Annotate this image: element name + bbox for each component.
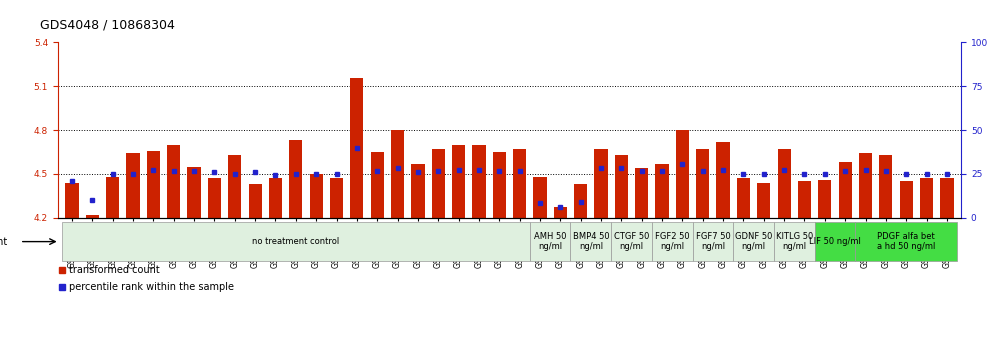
Bar bbox=[310, 174, 323, 218]
Bar bbox=[472, 145, 485, 218]
Bar bbox=[696, 149, 709, 218]
Bar bbox=[167, 145, 180, 218]
Bar bbox=[818, 180, 832, 218]
Bar bbox=[249, 184, 262, 218]
Bar bbox=[187, 167, 201, 218]
Bar bbox=[554, 207, 567, 218]
Bar bbox=[595, 149, 608, 218]
Bar bbox=[635, 168, 648, 218]
Bar bbox=[899, 181, 912, 218]
Bar bbox=[289, 140, 303, 218]
Text: PDGF alfa bet
a hd 50 ng/ml: PDGF alfa bet a hd 50 ng/ml bbox=[877, 232, 935, 251]
Bar bbox=[778, 149, 791, 218]
Text: GDS4048 / 10868304: GDS4048 / 10868304 bbox=[40, 19, 174, 32]
Bar bbox=[351, 78, 364, 218]
Bar bbox=[62, 222, 530, 261]
Bar bbox=[757, 183, 770, 218]
Bar bbox=[574, 184, 588, 218]
Bar bbox=[66, 183, 79, 218]
Bar bbox=[107, 177, 120, 218]
Bar bbox=[228, 155, 241, 218]
Bar bbox=[920, 178, 933, 218]
Bar bbox=[208, 178, 221, 218]
Bar bbox=[879, 155, 892, 218]
Bar bbox=[798, 181, 811, 218]
Bar bbox=[530, 222, 571, 261]
Bar bbox=[839, 162, 852, 218]
Bar bbox=[655, 164, 668, 218]
Bar bbox=[737, 178, 750, 218]
Bar bbox=[126, 154, 139, 218]
Bar bbox=[431, 149, 445, 218]
Bar bbox=[411, 164, 424, 218]
Text: percentile rank within the sample: percentile rank within the sample bbox=[69, 282, 234, 292]
Bar bbox=[86, 215, 99, 218]
Text: LIF 50 ng/ml: LIF 50 ng/ml bbox=[809, 237, 861, 246]
Bar bbox=[716, 142, 730, 218]
Bar bbox=[815, 222, 856, 261]
Bar bbox=[675, 130, 689, 218]
Bar bbox=[391, 130, 404, 218]
Text: FGF2 50
ng/ml: FGF2 50 ng/ml bbox=[655, 232, 689, 251]
Bar bbox=[534, 177, 547, 218]
Bar bbox=[513, 149, 526, 218]
Text: BMP4 50
ng/ml: BMP4 50 ng/ml bbox=[573, 232, 610, 251]
Text: GDNF 50
ng/ml: GDNF 50 ng/ml bbox=[735, 232, 772, 251]
Text: KITLG 50
ng/ml: KITLG 50 ng/ml bbox=[776, 232, 813, 251]
Bar bbox=[940, 178, 953, 218]
Bar bbox=[856, 222, 957, 261]
Text: transformed count: transformed count bbox=[69, 265, 159, 275]
Bar bbox=[859, 154, 872, 218]
Bar bbox=[615, 155, 627, 218]
Bar bbox=[330, 178, 344, 218]
Bar bbox=[571, 222, 612, 261]
Text: FGF7 50
ng/ml: FGF7 50 ng/ml bbox=[695, 232, 730, 251]
Bar bbox=[269, 178, 282, 218]
Bar bbox=[146, 150, 160, 218]
Text: AMH 50
ng/ml: AMH 50 ng/ml bbox=[534, 232, 567, 251]
Bar bbox=[493, 152, 506, 218]
Bar bbox=[651, 222, 692, 261]
Bar bbox=[612, 222, 651, 261]
Text: agent: agent bbox=[0, 236, 8, 247]
Bar bbox=[774, 222, 815, 261]
Bar bbox=[733, 222, 774, 261]
Text: no treatment control: no treatment control bbox=[252, 237, 340, 246]
Text: CTGF 50
ng/ml: CTGF 50 ng/ml bbox=[614, 232, 649, 251]
Bar bbox=[371, 152, 383, 218]
Bar bbox=[692, 222, 733, 261]
Bar bbox=[452, 145, 465, 218]
